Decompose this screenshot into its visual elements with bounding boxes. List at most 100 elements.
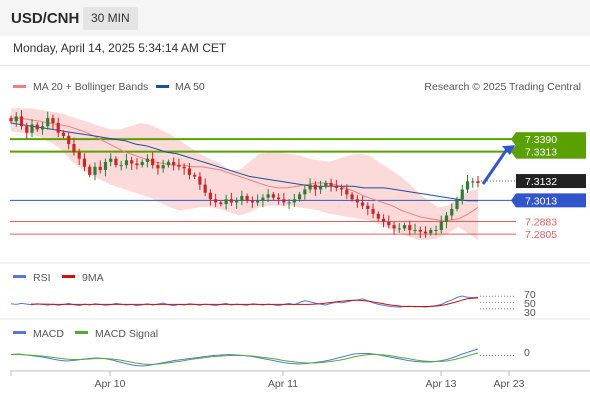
- candle: [135, 158, 139, 170]
- rsi-ma-legend-label: 9MA: [82, 272, 104, 284]
- svg-text:7.3013: 7.3013: [525, 195, 557, 207]
- candle: [282, 192, 286, 206]
- level-label-7.3013: 7.3013: [511, 193, 586, 208]
- svg-text:7.3132: 7.3132: [525, 176, 557, 188]
- candle: [350, 191, 354, 202]
- candle: [444, 212, 449, 229]
- candle: [93, 162, 97, 181]
- candle: [219, 200, 223, 207]
- rsi-tick-30: 30: [524, 307, 536, 319]
- candle: [19, 110, 24, 130]
- candle: [72, 137, 76, 156]
- candle: [224, 194, 228, 210]
- projection-arrow-head: [502, 145, 515, 156]
- projection-arrow: [481, 148, 509, 185]
- x-axis: Apr 10 Apr 11 Apr 13 Apr 23: [10, 371, 525, 390]
- candle: [103, 158, 108, 177]
- timeframe-badge[interactable]: 30 MIN: [83, 7, 138, 30]
- macd-signal-legend-swatch: [75, 331, 88, 334]
- candle: [476, 176, 480, 188]
- candle: [277, 193, 281, 205]
- candle: [313, 181, 317, 196]
- candle: [471, 177, 475, 188]
- candle: [381, 214, 386, 228]
- level-label-7.3132: 7.3132: [478, 174, 586, 189]
- timestamp: Monday, April 14, 2025 5:34:14 AM CET: [13, 41, 227, 55]
- macd-tick-0: 0: [524, 347, 530, 359]
- candle: [439, 215, 443, 234]
- candle: [287, 199, 291, 209]
- candle: [371, 203, 375, 219]
- macd-legend-swatch: [13, 331, 26, 334]
- candle: [392, 221, 396, 235]
- candle: [56, 117, 60, 138]
- candle: [450, 203, 454, 220]
- rsi-ma-legend-swatch: [62, 275, 75, 278]
- candle: [360, 196, 365, 210]
- candle: [203, 178, 207, 197]
- svg-text:7.2805: 7.2805: [525, 229, 557, 241]
- rsi-ma-line: [31, 297, 479, 307]
- rsi-panel: [10, 295, 516, 310]
- candle: [402, 222, 407, 231]
- candle: [182, 163, 186, 175]
- x-tick-label: Apr 13: [426, 378, 457, 390]
- candle: [46, 111, 50, 130]
- candle: [14, 112, 18, 127]
- candle: [114, 156, 118, 168]
- candle: [235, 197, 239, 209]
- macd-legend-label: MACD: [33, 328, 64, 340]
- candle: [303, 185, 307, 200]
- candle: [292, 193, 296, 207]
- x-tick-label: Apr 10: [95, 378, 126, 390]
- macd-signal-line: [11, 352, 479, 366]
- candle: [177, 158, 181, 171]
- candle: [172, 157, 176, 171]
- candle: [429, 227, 433, 236]
- candle: [35, 122, 39, 132]
- rsi-legend-swatch: [13, 275, 26, 278]
- candle: [266, 188, 270, 202]
- candle: [140, 159, 144, 168]
- divider: [0, 65, 590, 66]
- candle: [434, 225, 438, 236]
- candle: [214, 193, 218, 207]
- candle: [297, 191, 302, 202]
- macd-panel: [10, 348, 516, 367]
- candle: [161, 159, 165, 173]
- rsi-tick-70: 70: [524, 289, 536, 301]
- candle: [366, 202, 370, 216]
- candle: [256, 194, 260, 206]
- x-tick-label: Apr 11: [268, 378, 298, 390]
- candle: [40, 121, 45, 135]
- candle: [166, 159, 171, 168]
- level-label-7.3390: 7.3390: [511, 132, 586, 147]
- candle: [77, 148, 81, 165]
- symbol-title: USD/CNH: [11, 10, 80, 27]
- candle: [245, 193, 249, 204]
- svg-text:7.3390: 7.3390: [525, 134, 557, 146]
- candle: [345, 184, 349, 199]
- rsi-tick-50: 50: [524, 298, 536, 310]
- candle: [187, 163, 192, 180]
- candle: [151, 152, 155, 169]
- candle: [455, 196, 459, 212]
- x-tick-label: Apr 23: [494, 378, 525, 390]
- candle: [98, 160, 102, 174]
- candle: [193, 172, 197, 179]
- header-bar: USD/CNH 30 MIN: [0, 0, 590, 36]
- candle: [465, 175, 470, 193]
- rsi-line: [10, 295, 479, 308]
- candle: [376, 211, 380, 222]
- candle: [30, 119, 34, 138]
- candle: [318, 180, 323, 194]
- svg-text:7.2883: 7.2883: [525, 216, 557, 228]
- ma20-legend-label: MA 20 + Bollinger Bands: [33, 81, 148, 93]
- candle: [25, 122, 29, 140]
- ma20-line: [11, 117, 479, 221]
- candle: [413, 223, 417, 234]
- candle: [423, 226, 428, 238]
- candle: [88, 164, 92, 178]
